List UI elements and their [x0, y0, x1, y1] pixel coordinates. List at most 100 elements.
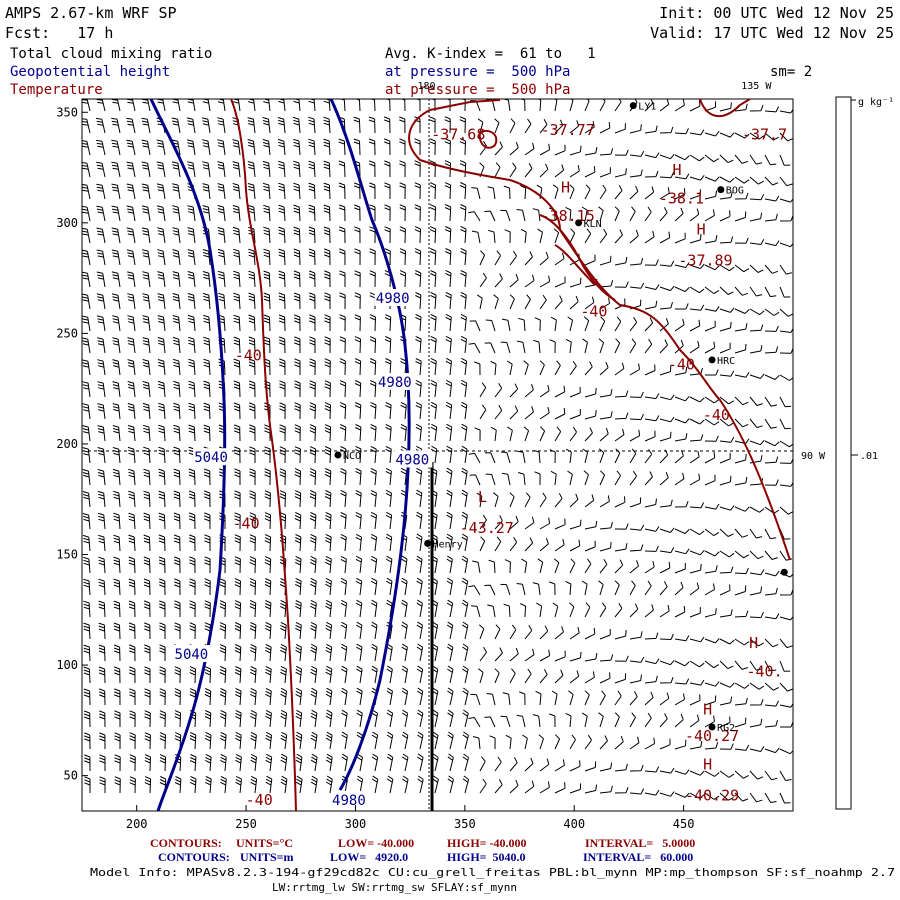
field-geopotential: Geopotential height: [10, 64, 170, 80]
y-tick-label: 300: [56, 216, 78, 230]
height-contour-label: 5040: [194, 450, 228, 466]
temperature-label: H: [697, 220, 706, 238]
station-dot: [708, 723, 716, 731]
model-title: AMPS 2.67-km WRF SP: [5, 4, 177, 22]
height-contour-label: 5040: [175, 647, 209, 663]
temperature-label: H: [703, 756, 712, 774]
footer-temp-high: HIGH= -40.000: [447, 836, 527, 850]
field-cloud-mixing: Total cloud mixing ratio: [10, 46, 212, 62]
label-mask: [173, 645, 212, 663]
height-contour-label: 4980: [376, 291, 410, 307]
temperature-label: -37.68: [431, 125, 485, 143]
height-contours: [149, 99, 411, 811]
station-label: KLN: [584, 219, 602, 230]
plot-area: [82, 99, 793, 811]
station-dot: [629, 102, 637, 110]
meridian-label: 90 W: [801, 451, 826, 462]
colorbar-unit: g kg⁻¹: [858, 97, 894, 108]
footer-height-contours: CONTOURS: UNITS=m LOW= 4920.0 HIGH= 5040…: [158, 850, 693, 864]
temp-contour-west: [230, 99, 297, 811]
init-time: Init: 00 UTC Wed 12 Nov 25: [659, 4, 894, 22]
temperature-label: H: [673, 161, 682, 179]
temperature-label: -37.7: [742, 125, 787, 143]
temperature-label: -40.: [746, 663, 782, 681]
valid-time: Valid: 17 UTC Wed 12 Nov 25: [650, 24, 894, 42]
temperature-label: -40: [580, 302, 607, 320]
y-tick-label: 350: [56, 105, 78, 119]
station-label: BOG: [726, 186, 744, 197]
station-dot: [780, 568, 788, 576]
footer-height-label: CONTOURS:: [158, 850, 230, 864]
footer-temp-interval: INTERVAL= 5.0000: [585, 836, 695, 850]
temp-contour-coast: [408, 99, 791, 561]
station-label: NCO: [343, 451, 361, 462]
footer-temp-low: LOW= -40.000: [338, 836, 414, 850]
wind-barbs: [82, 99, 793, 804]
smoothing-label: sm= 2: [770, 64, 812, 80]
colorbar-box: [835, 96, 852, 810]
footer-temp-contours: CONTOURS: UNITS=°C LOW= -40.000 HIGH= -4…: [150, 836, 695, 850]
wind-barb-set: [82, 99, 793, 804]
temperature-label: H: [703, 700, 712, 718]
model-info-line2: LW:rrtmg_lw SW:rrtmg_sw SFLAY:sf_mynn: [272, 881, 517, 894]
colorbar-tick-label: .01: [860, 451, 878, 462]
k-index-range: Avg. K-index = 61 to 1: [385, 46, 596, 62]
meridian-label: 180: [417, 81, 435, 92]
label-mask: [376, 373, 415, 391]
temp-contour-inlet: [539, 214, 616, 301]
y-tick-label: 100: [56, 658, 78, 672]
temperature-label: -40: [246, 791, 273, 809]
temperature-label: -40: [233, 515, 260, 533]
x-tick-label: 400: [563, 817, 585, 831]
temperature-label: H: [561, 178, 570, 196]
station-label: RG2: [717, 723, 735, 734]
map-labels: 4980 4980 4980 4980 5040 5040 -37.68 -37.77 -37.…: [173, 121, 787, 809]
station-dot: [708, 356, 716, 364]
label-mask: [193, 448, 232, 466]
y-tick-label: 50: [64, 769, 78, 783]
label-mask: [394, 450, 433, 468]
station-dot: [717, 186, 725, 194]
label-mask: [330, 790, 369, 808]
height-contour-label: 4980: [395, 452, 429, 468]
temperature-label: -37.77: [541, 121, 595, 139]
label-mask: [374, 289, 413, 307]
x-tick-label: 450: [673, 817, 695, 831]
colorbar: g kg⁻¹ .01: [835, 96, 894, 810]
axes: 200 250 300 350 400 450 50 100 150 200 250 300 350 18…: [56, 81, 826, 831]
field-temperature: Temperature: [10, 82, 103, 98]
temperature-label: H: [749, 634, 758, 652]
footer-temp-units: UNITS=°C: [236, 836, 293, 850]
temperature-contours: [230, 99, 791, 811]
forecast-hour: Fcst: 17 h: [5, 24, 113, 42]
y-tick-label: 200: [56, 437, 78, 451]
station-label: Henry: [433, 539, 463, 550]
temperature-label: -38.1: [659, 190, 704, 208]
temperature-label: -40: [235, 346, 262, 364]
temperature-label: -40.27: [685, 727, 739, 745]
height-contour-label: 4980: [378, 375, 412, 391]
temperature-label: L: [478, 488, 487, 506]
temp-pressure: at pressure = 500 hPa: [385, 82, 570, 98]
station-dot: [424, 539, 432, 547]
x-tick-label: 300: [345, 817, 367, 831]
x-tick-label: 200: [126, 817, 148, 831]
footer: CONTOURS: UNITS=°C LOW= -40.000 HIGH= -4…: [90, 836, 895, 894]
temperature-label: -40: [668, 355, 695, 373]
height-contour-4980: [329, 99, 411, 791]
meridian-label: 135 W: [741, 81, 772, 92]
footer-height-high: HIGH= 5040.0: [447, 850, 526, 864]
footer-height-units: UNITS=m: [240, 850, 294, 864]
height-contour-label: 4980: [332, 793, 366, 809]
station-label: HRC: [717, 356, 735, 367]
model-info: Model Info: MPASv8.2.3-194-gf29cd82c CU:…: [90, 866, 895, 879]
temp-contour-island: [478, 129, 498, 149]
x-tick-label: 250: [235, 817, 257, 831]
temp-contour-ne: [699, 99, 751, 118]
height-pressure: at pressure = 500 hPa: [385, 64, 570, 80]
y-tick-label: 150: [56, 548, 78, 562]
temperature-label: -40: [703, 406, 730, 424]
station-label: LY1: [638, 102, 656, 113]
x-tick-label: 350: [454, 817, 476, 831]
